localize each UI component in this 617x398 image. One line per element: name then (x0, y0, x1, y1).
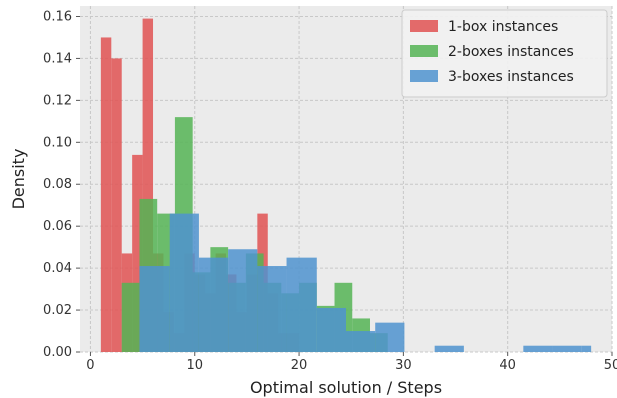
legend-label: 2-boxes instances (448, 44, 574, 60)
legend-label: 3-boxes instances (448, 69, 574, 85)
histogram-bar (100, 37, 112, 353)
histogram-bar (169, 213, 199, 352)
legend-swatch (410, 70, 438, 82)
histogram-bar (198, 257, 229, 352)
axes: 0.00 0.02 0.04 0.06 0.08 0.10 0.12 0.14 0.16 0 10 2… (43, 9, 617, 373)
histogram-bar (111, 58, 122, 352)
histogram-bar (346, 331, 376, 352)
y-tick-label: 0.16 (43, 9, 72, 24)
histogram-bar (132, 154, 143, 352)
x-tick-label: 30 (395, 358, 412, 373)
legend-swatch (410, 45, 438, 57)
histogram-bar (375, 322, 405, 352)
x-tick-label: 0 (86, 358, 94, 373)
histogram-bar (142, 18, 154, 352)
legend: 1-box instances 2-boxes instances 3-boxes … (401, 9, 608, 98)
y-tick-label: 0.14 (43, 51, 72, 66)
histogram-bars (100, 18, 592, 353)
histogram-bar (286, 257, 317, 352)
y-tick-label: 0.02 (43, 303, 72, 318)
x-tick-label: 50 (604, 358, 617, 373)
x-tick-label: 40 (499, 358, 516, 373)
legend-swatch (410, 20, 438, 32)
histogram-bar (121, 282, 140, 352)
histogram-bar (316, 307, 346, 352)
histogram-bar (257, 266, 287, 352)
y-tick-label: 0.00 (43, 345, 72, 360)
y-tick-label: 0.08 (43, 177, 72, 192)
x-tick-label: 20 (291, 358, 308, 373)
y-tick-label: 0.04 (43, 261, 72, 276)
series-3-bars (139, 213, 592, 352)
histogram-bar (581, 345, 592, 352)
y-tick-label: 0.06 (43, 219, 72, 234)
histogram-bar (523, 345, 553, 352)
y-axis-label: Density (9, 149, 28, 210)
legend-label: 1-box instances (448, 19, 558, 35)
histogram-bar (228, 249, 258, 352)
x-axis-label: Optimal solution / Steps (250, 378, 442, 397)
histogram-bar (552, 345, 582, 352)
y-tick-label: 0.12 (43, 93, 72, 108)
histogram-bar (434, 345, 464, 352)
histogram-bar (139, 266, 170, 352)
x-tick-label: 10 (186, 358, 203, 373)
legend-frame (401, 9, 608, 98)
y-tick-label: 0.10 (43, 135, 72, 150)
